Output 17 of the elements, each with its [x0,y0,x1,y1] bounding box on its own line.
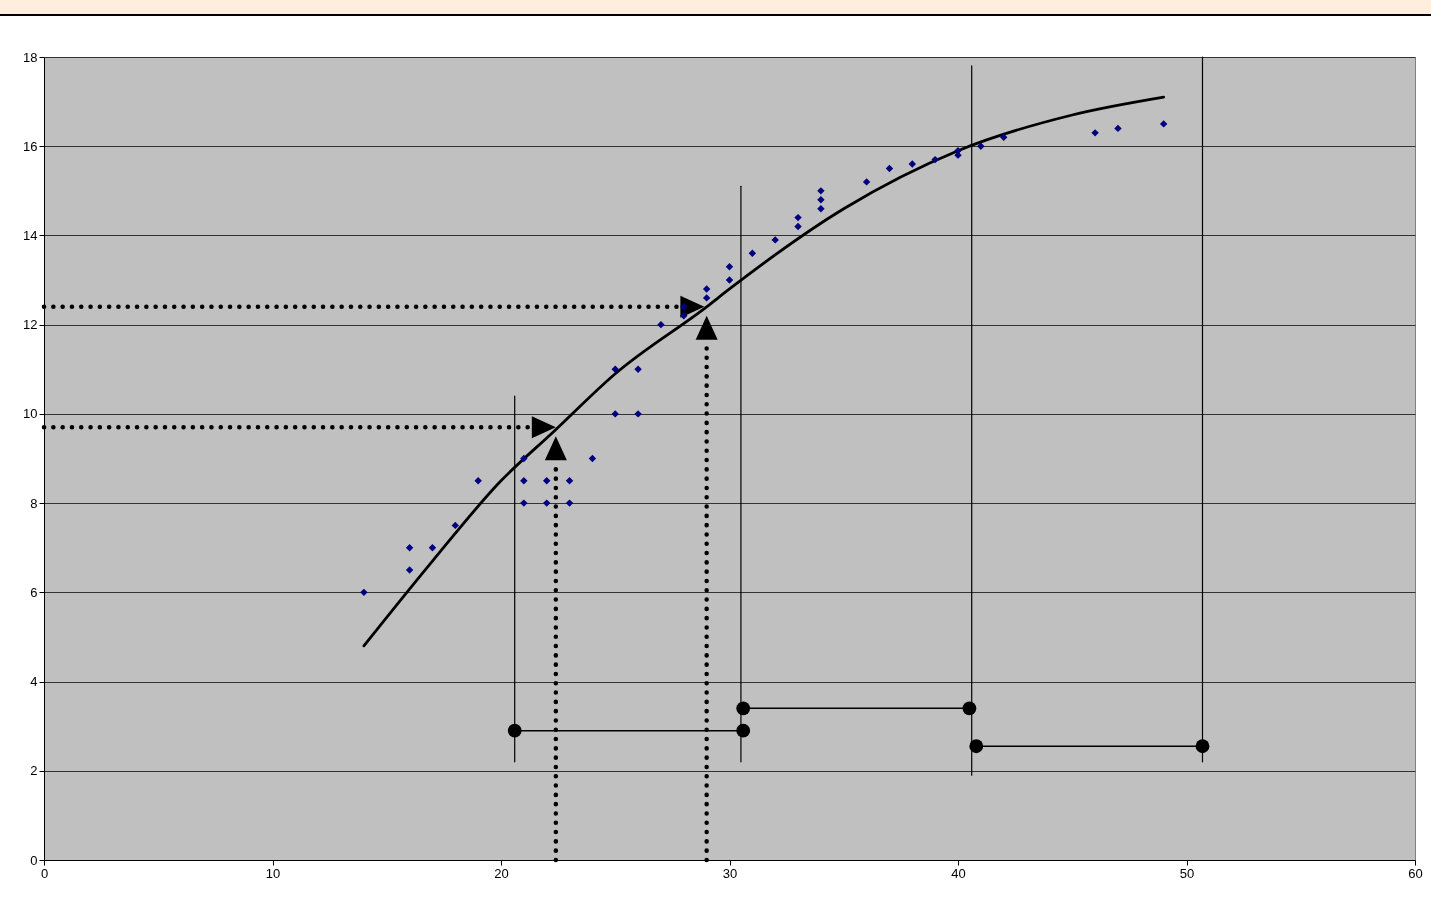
y-tick-label: 14 [23,227,38,243]
x-tick-label: 30 [722,865,738,881]
y-tick-label: 12 [23,317,38,333]
x-tick-label: 50 [1179,865,1195,881]
x-tick-label: 40 [951,865,966,881]
y-tick-label: 16 [23,138,38,154]
x-tick-label: 10 [265,865,281,881]
y-tick-label: 10 [23,406,38,422]
x-tick-label: 20 [494,865,509,881]
y-tick-label: 0 [30,852,38,868]
x-tick-label: 60 [1408,865,1423,881]
x-tick-label: 0 [40,865,49,881]
y-tick-label: 4 [30,674,38,690]
y-tick-label: 6 [30,584,38,600]
y-tick-label: 18 [23,49,38,65]
y-tick-label: 2 [30,763,38,779]
y-tick-label: 8 [30,495,38,511]
